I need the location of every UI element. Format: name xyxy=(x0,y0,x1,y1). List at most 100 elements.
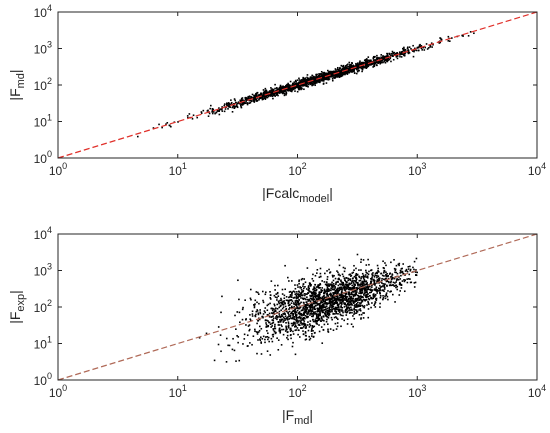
scatter-point xyxy=(269,90,271,93)
scatter-point xyxy=(237,101,240,103)
scatter-point xyxy=(328,290,330,293)
scatter-point xyxy=(301,277,304,280)
scatter-point xyxy=(317,308,320,310)
scatter-point xyxy=(407,52,410,55)
scatter-point xyxy=(326,293,328,295)
scatter-point xyxy=(325,281,328,283)
scatter-point xyxy=(395,52,398,55)
scatter-point xyxy=(281,307,284,310)
scatter-point xyxy=(271,316,273,318)
scatter-point xyxy=(314,295,316,297)
scatter-point xyxy=(256,95,258,98)
scatter-point xyxy=(312,330,314,332)
scatter-point xyxy=(359,62,361,65)
scatter-point xyxy=(311,294,314,297)
scatter-point xyxy=(345,284,348,287)
scatter-point xyxy=(261,337,264,340)
scatter-point xyxy=(337,69,340,72)
scatter-point xyxy=(356,291,358,293)
scatter-point xyxy=(367,56,370,58)
scatter-point xyxy=(400,268,403,270)
scatter-point xyxy=(318,276,321,279)
scatter-point xyxy=(322,309,325,311)
scatter-point xyxy=(323,312,326,315)
scatter-point xyxy=(367,298,370,300)
scatter-point xyxy=(398,294,401,296)
scatter-point xyxy=(304,314,307,317)
scatter-point xyxy=(370,282,372,284)
scatter-point xyxy=(413,268,415,271)
scatter-point xyxy=(353,287,356,290)
scatter-point xyxy=(285,317,288,320)
scatter-point xyxy=(404,274,406,276)
scatter-point xyxy=(367,308,370,310)
scatter-point xyxy=(354,274,357,277)
scatter-point xyxy=(240,105,242,108)
scatter-point xyxy=(356,62,359,65)
scatter-point xyxy=(304,310,306,313)
scatter-point xyxy=(317,79,320,82)
scatter-point xyxy=(283,312,286,314)
scatter-point xyxy=(299,87,302,90)
scatter-point xyxy=(366,304,368,306)
scatter-point xyxy=(351,286,354,289)
scatter-point xyxy=(396,272,399,275)
y-tick-label: 103 xyxy=(34,262,52,279)
scatter-point xyxy=(273,327,276,330)
scatter-point xyxy=(346,73,349,75)
scatter-point xyxy=(224,108,227,110)
scatter-point xyxy=(386,54,389,57)
scatter-point xyxy=(270,312,273,314)
scatter-point xyxy=(220,350,222,353)
scatter-point xyxy=(325,296,328,298)
scatter-point xyxy=(352,271,355,274)
scatter-point xyxy=(221,295,223,298)
scatter-point xyxy=(404,279,407,281)
scatter-point xyxy=(333,296,335,298)
scatter-point xyxy=(368,63,371,65)
scatter-point xyxy=(373,61,375,63)
scatter-point xyxy=(299,293,301,296)
scatter-point xyxy=(447,40,450,42)
scatter-point xyxy=(402,47,404,50)
scatter-point xyxy=(384,61,387,64)
scatter-point xyxy=(362,298,365,301)
scatter-point xyxy=(361,304,364,307)
scatter-point xyxy=(331,294,334,297)
scatter-point xyxy=(301,327,304,329)
scatter-point xyxy=(356,306,359,308)
scatter-point xyxy=(371,286,373,288)
scatter-point xyxy=(314,300,317,302)
scatter-point xyxy=(267,336,270,339)
scatter-point xyxy=(261,290,264,293)
scatter-point xyxy=(304,309,306,312)
scatter-point xyxy=(331,297,333,300)
scatter-point xyxy=(322,315,325,317)
scatter-point xyxy=(355,272,358,275)
scatter-point xyxy=(276,91,279,94)
scatter-point xyxy=(449,40,451,42)
scatter-point xyxy=(321,297,323,300)
scatter-point xyxy=(334,74,337,77)
scatter-point xyxy=(338,70,341,72)
scatter-point xyxy=(399,282,402,285)
scatter-point xyxy=(314,319,317,321)
scatter-point xyxy=(351,288,353,291)
scatter-point xyxy=(305,310,308,313)
scatter-point xyxy=(330,72,332,74)
scatter-point xyxy=(231,111,234,113)
scatter-point xyxy=(341,281,343,284)
scatter-point xyxy=(386,60,389,63)
scatter-point xyxy=(306,79,308,82)
scatter-point xyxy=(344,66,346,68)
scatter-point xyxy=(328,314,330,317)
scatter-point xyxy=(323,297,325,300)
scatter-point xyxy=(309,308,312,310)
scatter-point xyxy=(272,321,274,324)
scatter-point xyxy=(290,322,293,325)
scatter-point xyxy=(318,304,321,307)
scatter-point xyxy=(350,308,353,311)
scatter-point xyxy=(303,293,306,295)
scatter-point xyxy=(374,274,376,277)
scatter-point xyxy=(261,315,263,318)
